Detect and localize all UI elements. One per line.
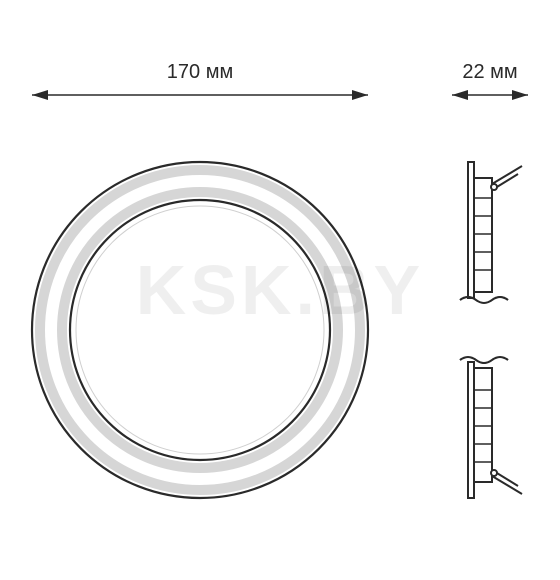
dim-170-label: 170 мм (167, 61, 233, 83)
dim-22-label: 22 мм (462, 61, 517, 83)
diagram-svg: 170 мм 22 мм (0, 0, 560, 580)
clip-bottom (491, 470, 522, 494)
clip-top (491, 166, 522, 190)
side-profile (460, 162, 522, 498)
dim-22: 22 мм (452, 61, 528, 100)
front-disc (32, 162, 368, 498)
dim-170: 170 мм (32, 61, 368, 100)
